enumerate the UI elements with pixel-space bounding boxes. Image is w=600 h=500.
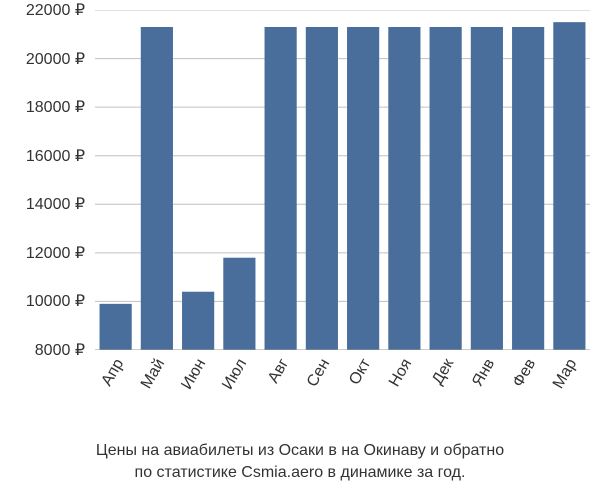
bar (223, 258, 255, 350)
x-tick-label: Янв (469, 356, 499, 390)
x-tick-label: Июл (220, 356, 252, 393)
bar (100, 304, 132, 350)
bar (347, 27, 379, 350)
y-tick-label: 22000 ₽ (26, 0, 85, 20)
price-chart: 8000 ₽ 10000 ₽ 12000 ₽ 14000 ₽ 16000 ₽ 18000 … (0, 0, 600, 500)
bar (388, 27, 420, 350)
chart-caption: Цены на авиабилеты из Осаки в на Окинаву… (0, 440, 600, 483)
x-axis-ticks: Апр Май Июн Июл Авг Сен Окт Ноя Дек Янв Фев Мар (95, 358, 590, 438)
y-tick-label: 12000 ₽ (26, 243, 85, 263)
bar (512, 27, 544, 350)
y-tick-label: 14000 ₽ (26, 194, 85, 214)
y-tick-label: 20000 ₽ (26, 49, 85, 69)
x-tick-label: Июн (178, 356, 210, 393)
bar (306, 27, 338, 350)
bars-svg (95, 10, 590, 350)
y-axis-ticks: 8000 ₽10000 ₽12000 ₽14000 ₽16000 ₽18000 … (0, 10, 85, 350)
x-tick-label: Сен (304, 356, 334, 390)
bar (182, 292, 214, 350)
caption-line-2: по статистике Csmia.aero в динамике за г… (0, 462, 600, 484)
bar (553, 22, 585, 350)
y-tick-label: 18000 ₽ (26, 97, 85, 117)
x-tick-label: Дек (429, 356, 458, 388)
x-tick-label: Май (138, 356, 169, 392)
y-tick-label: 8000 ₽ (35, 340, 85, 360)
bar (141, 27, 173, 350)
bar (471, 27, 503, 350)
y-tick-label: 16000 ₽ (26, 146, 85, 166)
plot-area (95, 10, 590, 350)
caption-line-1: Цены на авиабилеты из Осаки в на Окинаву… (0, 440, 600, 462)
x-tick-label: Мар (550, 356, 581, 392)
x-tick-label: Фев (510, 356, 540, 391)
bar (430, 27, 462, 350)
x-tick-label: Ноя (386, 356, 416, 390)
bar (265, 27, 297, 350)
x-tick-label: Окт (346, 356, 375, 388)
x-tick-label: Авг (265, 356, 293, 387)
y-tick-label: 10000 ₽ (26, 291, 85, 311)
x-tick-label: Апр (98, 356, 128, 389)
